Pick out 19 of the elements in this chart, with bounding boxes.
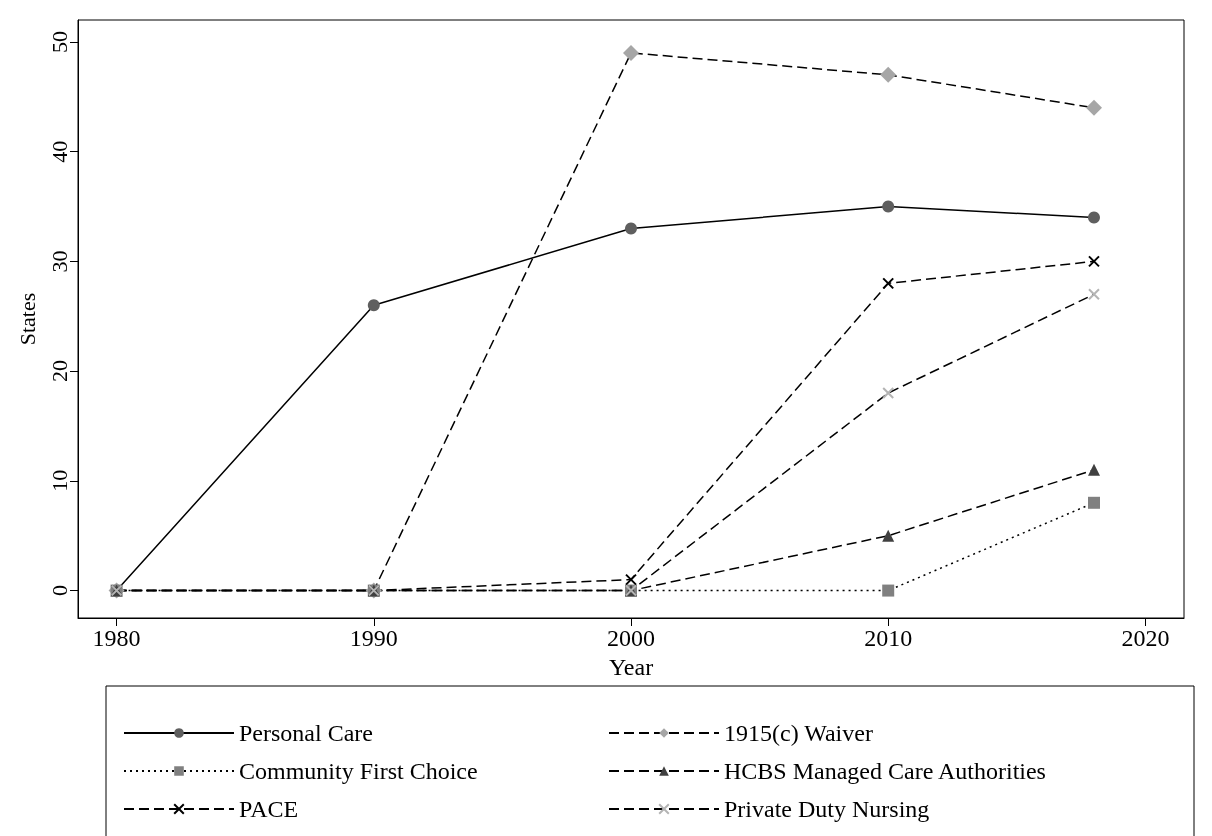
y-tick-label: 40	[46, 140, 72, 163]
legend-label: 1915(c) Waiver	[724, 720, 873, 746]
x-tick-label: 2000	[607, 625, 655, 651]
y-tick-label: 10	[46, 469, 72, 492]
y-tick-label: 20	[46, 360, 72, 383]
y-tick-label: 50	[46, 30, 72, 53]
y-tick-label: 30	[46, 250, 72, 273]
legend-label: Personal Care	[239, 720, 373, 746]
x-tick-label: 1990	[349, 625, 398, 651]
y-tick-label: 0	[46, 585, 72, 597]
x-tick-label: 2020	[1121, 625, 1170, 651]
x-tick-label: 1980	[92, 625, 141, 651]
x-axis-title: Year	[608, 653, 654, 680]
legend-label: Community First Choice	[239, 758, 478, 784]
legend-label: Private Duty Nursing	[724, 796, 930, 822]
legend-label: PACE	[239, 796, 299, 822]
legend-label: HCBS Managed Care Authorities	[724, 758, 1046, 784]
y-axis-title: States	[14, 292, 40, 346]
x-tick-label: 2010	[864, 625, 913, 651]
